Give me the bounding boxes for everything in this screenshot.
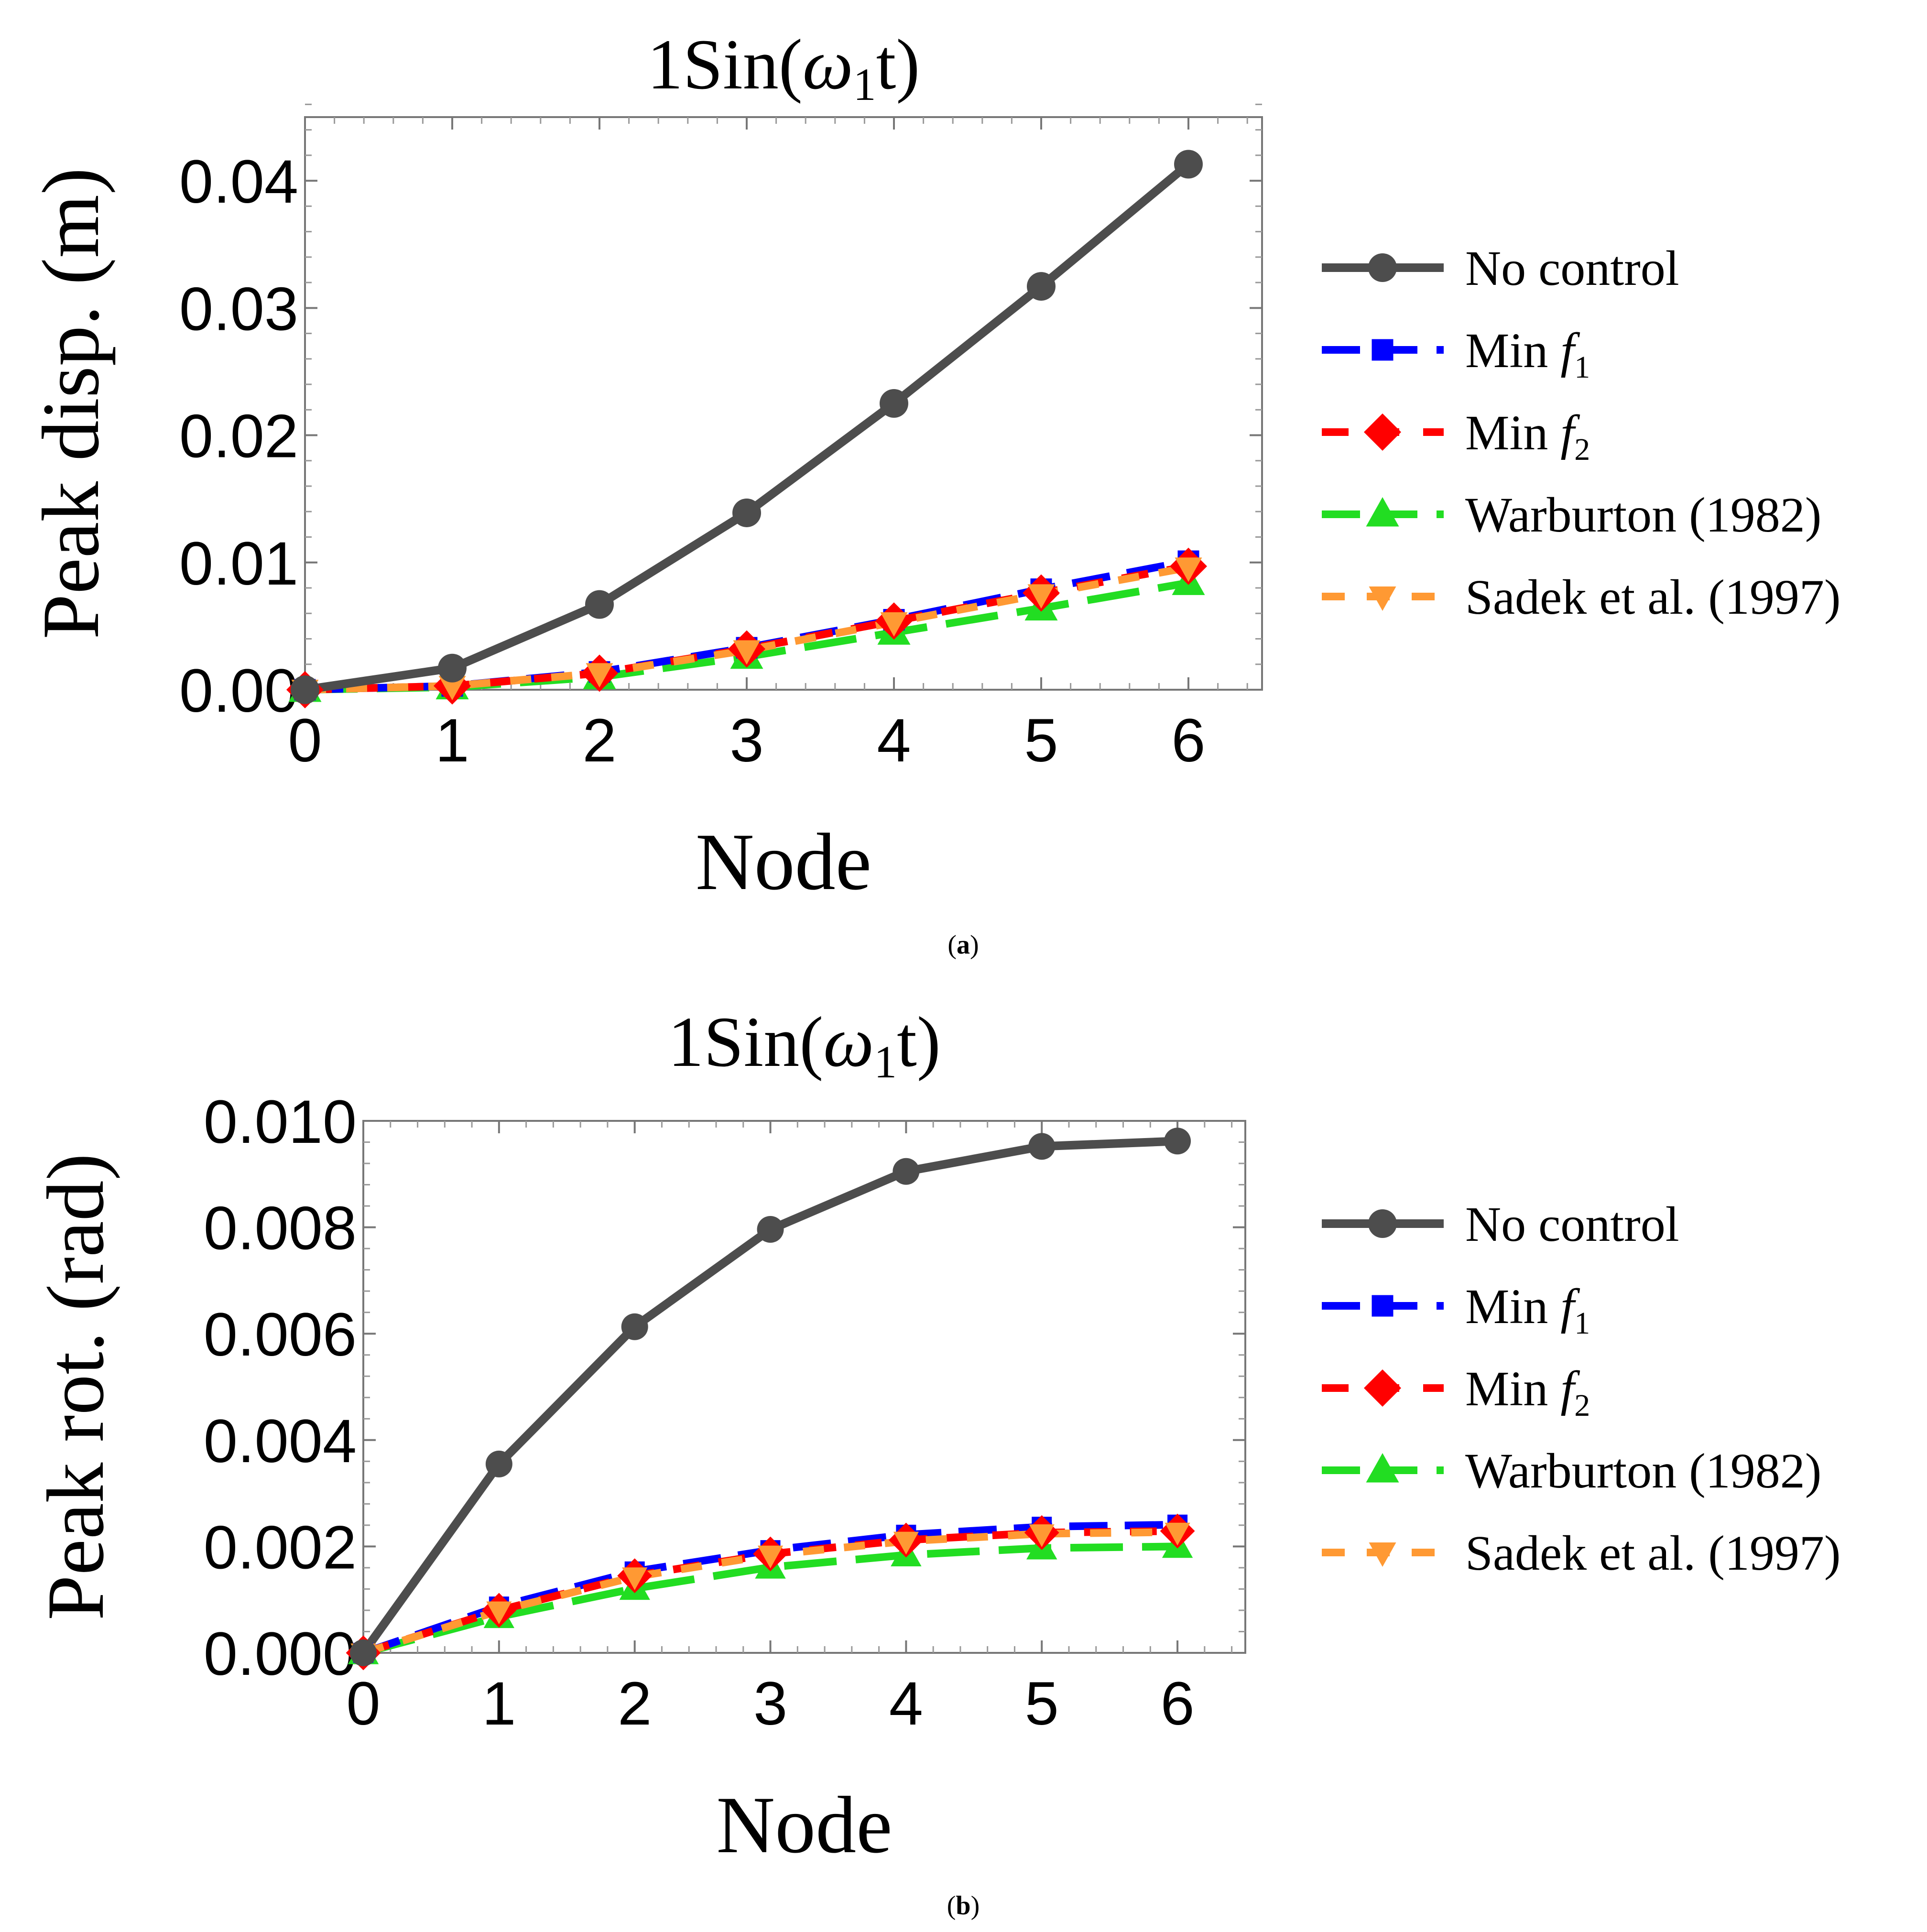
x-tick-label: 2 <box>582 706 616 775</box>
diamond-marker <box>1364 1369 1401 1407</box>
x-tick-label: 2 <box>618 1670 652 1738</box>
data-point-sadek <box>438 676 466 701</box>
x-tick-label: 5 <box>1024 706 1058 775</box>
chart-panel-b: 0 1 2 3 4 5 6 0.000 0.002 0.004 0.006 0.008 0.010 Nod… <box>31 1088 1246 1870</box>
data-point-sadek <box>586 663 613 688</box>
data-point-no_control <box>350 1639 377 1666</box>
data-point-no_control <box>1027 272 1056 301</box>
x-tick-label: 1 <box>435 706 469 775</box>
y-axis-label-b: Peak rot. (rad) <box>31 1153 120 1620</box>
x-tick-label: 6 <box>1171 706 1205 775</box>
data-point-no_control <box>880 389 908 418</box>
data-point-no_control <box>1028 1133 1056 1160</box>
data-point-no_control <box>485 1450 512 1477</box>
data-point-sadek <box>757 1545 784 1569</box>
y-tick-label: 0.01 <box>179 530 298 598</box>
triangle-down-marker <box>1369 586 1396 611</box>
data-point-no_control <box>621 1313 648 1340</box>
data-point-no_control <box>585 590 614 619</box>
x-tick-label: 0 <box>346 1670 380 1738</box>
data-point-sadek <box>1029 1524 1055 1547</box>
data-point-sadek <box>1165 1522 1190 1546</box>
diamond-marker <box>1364 413 1401 451</box>
circle-marker <box>1368 1209 1397 1238</box>
legend-label-warburton: Warburton (1982) <box>1465 488 1821 543</box>
data-point-no_control <box>893 1158 920 1185</box>
y-tick-label: 0.04 <box>179 148 298 216</box>
chart-title-a: 1Sin(ω1t) <box>647 25 920 110</box>
x-tick-label: 6 <box>1160 1670 1194 1738</box>
x-tick-label: 3 <box>753 1670 787 1738</box>
legend-label-sadek: Sadek et al. (1997) <box>1465 1526 1841 1581</box>
plot-frame-b <box>362 1120 1246 1654</box>
circle-marker <box>1368 253 1397 282</box>
x-tick-label: 4 <box>877 706 911 775</box>
x-tick-label: 3 <box>729 706 763 775</box>
square-marker <box>1372 1295 1394 1317</box>
data-point-no_control <box>1164 1128 1191 1155</box>
legend-a: No control Min f1 Min f2 Warburton (1982) Sa… <box>1322 241 1841 625</box>
y-tick-label: 0.002 <box>204 1513 357 1582</box>
data-point-sadek <box>1175 557 1202 582</box>
triangle-up-marker <box>1366 497 1399 527</box>
data-point-no_control <box>732 498 761 527</box>
x-tick-label: 5 <box>1025 1670 1059 1738</box>
data-point-no_control <box>291 675 319 704</box>
plot-frame-a <box>304 116 1263 691</box>
y-tick-label: 0.02 <box>179 402 298 471</box>
triangle-down-marker <box>1369 1542 1396 1567</box>
y-tick-label: 0.006 <box>204 1301 357 1369</box>
y-axis-label-a: Peak disp. (m) <box>26 168 116 640</box>
legend-label-no_control: No control <box>1465 1197 1679 1252</box>
data-point-no_control <box>757 1216 784 1243</box>
series-line-no_control-a <box>304 161 1191 694</box>
panel-caption-a: (a) <box>947 930 979 960</box>
data-point-sadek <box>486 1601 512 1625</box>
y-tick-label: 0.000 <box>204 1620 357 1688</box>
triangle-up-marker <box>1366 1453 1399 1483</box>
y-tick-label: 0.00 <box>179 657 298 725</box>
x-axis-label-a: Node <box>696 817 871 907</box>
legend-label-min_f2: Min f2 <box>1465 1361 1590 1423</box>
data-point-sadek <box>893 1531 919 1555</box>
data-point-no_control <box>1174 150 1203 179</box>
data-point-no_control <box>438 653 467 683</box>
data-point-sadek <box>733 640 761 665</box>
data-point-sadek <box>1027 584 1055 609</box>
y-tick-label: 0.03 <box>179 275 298 343</box>
legend-label-sadek: Sadek et al. (1997) <box>1465 570 1841 625</box>
chart-panel-a: 0 1 2 3 4 5 6 0.00 0.01 0.02 0.03 0.04 Node Peak disp… <box>26 103 1263 907</box>
legend-label-no_control: No control <box>1465 241 1679 296</box>
x-tick-label: 1 <box>482 1670 516 1738</box>
x-axis-label-b: Node <box>716 1780 892 1870</box>
data-point-sadek <box>622 1567 648 1590</box>
legend-label-min_f2: Min f2 <box>1465 405 1590 467</box>
square-marker <box>1372 339 1394 361</box>
legend-label-warburton: Warburton (1982) <box>1465 1444 1821 1498</box>
panel-caption-b: (b) <box>947 1891 980 1921</box>
chart-title-b: 1Sin(ω1t) <box>668 1002 941 1087</box>
data-point-sadek <box>880 612 908 637</box>
x-tick-label: 4 <box>889 1670 923 1738</box>
y-tick-label: 0.008 <box>204 1194 357 1263</box>
y-tick-label: 0.010 <box>204 1088 357 1156</box>
x-tick-label: 0 <box>288 706 322 775</box>
legend-label-min_f1: Min f1 <box>1465 1279 1590 1341</box>
y-tick-label: 0.004 <box>204 1407 357 1476</box>
legend-b: No control Min f1 Min f2 Warburton (1982) Sa… <box>1322 1197 1841 1581</box>
legend-label-min_f1: Min f1 <box>1465 323 1590 385</box>
